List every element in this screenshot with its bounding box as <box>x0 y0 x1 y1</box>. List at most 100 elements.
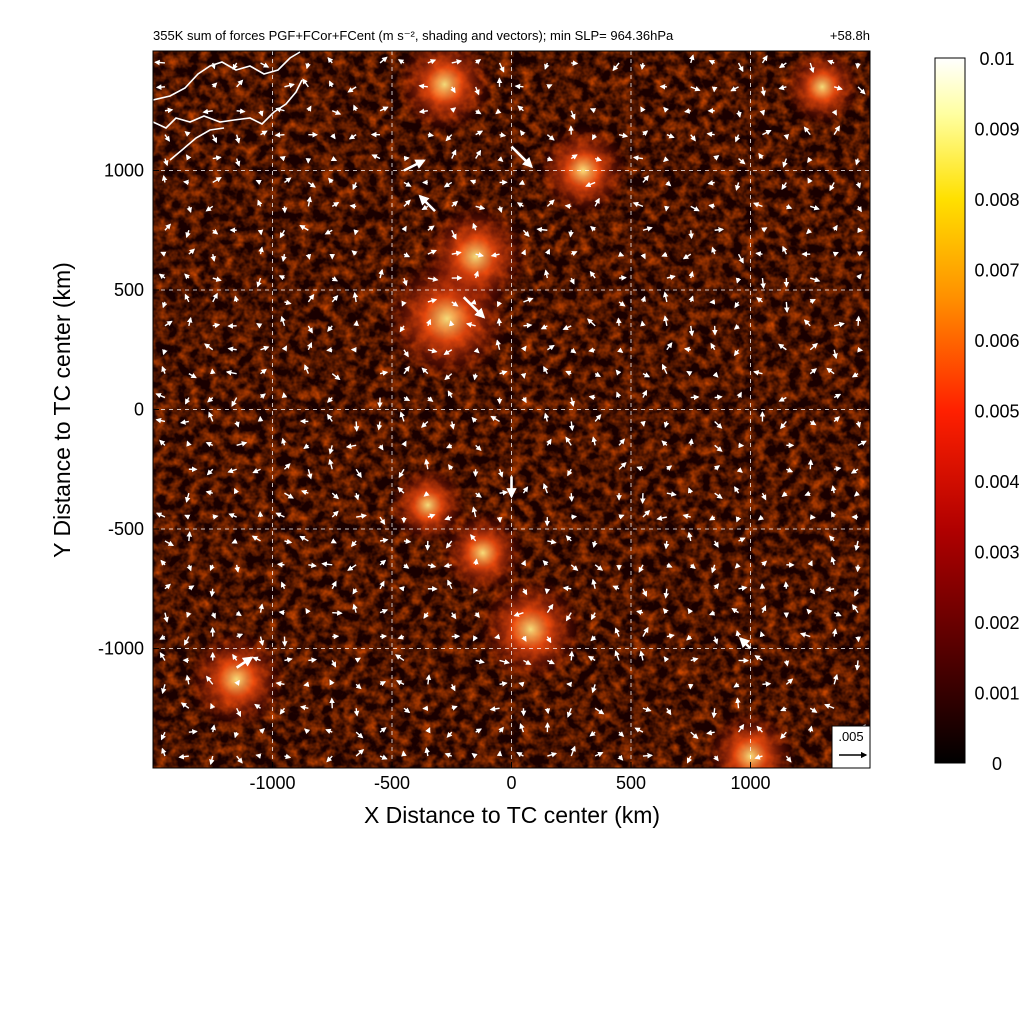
force-vector <box>708 610 716 616</box>
force-vector <box>547 538 557 545</box>
force-vector <box>761 55 768 64</box>
force-vector <box>830 556 836 566</box>
force-vector <box>446 443 453 449</box>
force-vector <box>399 325 406 333</box>
force-vector <box>856 251 864 257</box>
force-vector <box>355 683 362 690</box>
force-vector <box>444 515 452 521</box>
force-vector <box>736 391 742 398</box>
force-vector <box>663 588 670 599</box>
force-vector <box>418 83 428 90</box>
force-vector <box>617 754 624 761</box>
force-vector <box>734 134 741 143</box>
force-vector <box>471 416 478 423</box>
force-vector <box>544 588 551 595</box>
force-vector <box>284 177 292 184</box>
y-tick-label: 1000 <box>104 161 144 181</box>
force-vector <box>807 156 813 164</box>
heatmap-hotspot <box>783 51 862 126</box>
force-vector <box>756 297 763 303</box>
force-vector <box>184 273 191 280</box>
force-vector <box>804 490 811 497</box>
force-vector <box>378 268 384 279</box>
force-vector <box>636 466 644 472</box>
force-vector <box>258 636 265 647</box>
force-vector <box>234 679 240 686</box>
force-vector <box>638 564 644 573</box>
force-vector <box>758 152 764 160</box>
force-vector <box>325 728 333 735</box>
force-vector <box>857 440 867 446</box>
force-vector <box>634 727 644 733</box>
force-vector <box>760 86 766 97</box>
force-vector <box>824 703 835 709</box>
force-vector <box>714 444 723 452</box>
force-vector <box>303 443 310 450</box>
force-vector <box>331 373 341 381</box>
force-vector <box>857 86 866 95</box>
force-vector <box>589 730 596 737</box>
force-vector <box>164 540 174 547</box>
force-vector <box>307 293 315 303</box>
force-vector <box>279 229 286 239</box>
force-vector <box>379 516 386 526</box>
force-vector <box>163 158 169 167</box>
force-vector <box>184 131 191 137</box>
force-vector <box>403 365 410 375</box>
force-vector <box>850 468 859 474</box>
force-vector <box>299 224 309 231</box>
force-vector <box>594 564 604 571</box>
force-vector <box>164 107 174 114</box>
force-vector <box>642 175 649 183</box>
force-vector <box>421 420 429 428</box>
force-vector-strong <box>462 296 486 319</box>
force-vector <box>379 56 388 64</box>
force-vector <box>211 82 218 89</box>
force-vector <box>642 372 651 378</box>
force-vector <box>690 134 696 142</box>
force-vector <box>666 133 675 139</box>
force-vector <box>594 197 600 207</box>
force-vector <box>258 728 265 734</box>
force-vector <box>161 301 168 309</box>
force-vector <box>379 681 387 687</box>
force-vector <box>759 109 766 116</box>
x-tick-label: -1000 <box>249 773 295 793</box>
force-vector <box>258 110 264 117</box>
force-vector <box>713 540 719 548</box>
force-vector <box>451 250 462 257</box>
force-vector <box>807 459 814 470</box>
force-vector <box>443 181 453 188</box>
force-vector <box>544 248 551 255</box>
force-vector <box>833 321 845 328</box>
force-vector <box>734 562 741 569</box>
force-vector <box>475 204 486 211</box>
force-vector <box>228 513 237 519</box>
force-vector <box>713 583 720 590</box>
force-vector <box>810 205 820 211</box>
force-vector <box>353 320 359 327</box>
force-vector <box>589 108 597 114</box>
x-tick-label: 1000 <box>730 773 770 793</box>
force-vector <box>642 752 653 759</box>
force-vector <box>733 324 740 330</box>
force-vector <box>284 538 293 545</box>
force-vector <box>828 535 835 542</box>
force-vector <box>854 158 861 166</box>
force-vector <box>328 177 334 184</box>
force-vector <box>731 608 739 614</box>
force-vector <box>180 702 190 709</box>
force-vector <box>833 611 842 617</box>
force-vector <box>735 630 741 637</box>
force-vector <box>682 513 691 520</box>
force-vector <box>752 202 763 208</box>
force-vector <box>321 561 333 567</box>
force-vector <box>855 315 862 326</box>
force-vector <box>542 483 549 494</box>
force-vector <box>356 513 367 519</box>
force-vector <box>331 109 342 115</box>
force-vector <box>683 346 691 353</box>
force-vector <box>783 581 789 589</box>
force-vector <box>706 131 715 138</box>
